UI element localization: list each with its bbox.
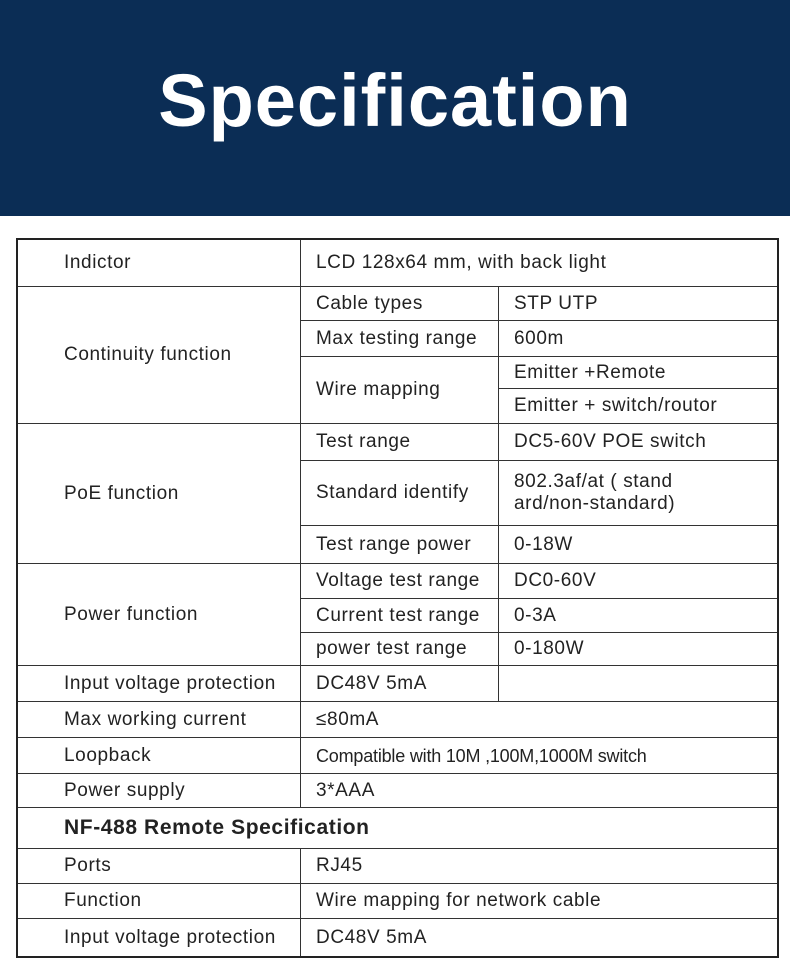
cell-value: Compatible with 10M ,100M,1000M switch	[300, 737, 779, 774]
cell-value: Standard identify	[300, 460, 499, 526]
cell-value: power test range	[300, 632, 499, 666]
row-label: Input voltage protection	[17, 665, 301, 702]
page-title: Specification	[158, 59, 632, 142]
cell-value: DC5-60V POE switch	[498, 423, 779, 461]
cell-value: 600m	[498, 320, 779, 357]
row-label: Ports	[17, 848, 301, 884]
cell-value: 802.3af/at ( stand ard/non-standard)	[498, 460, 779, 526]
cell-value: 0-3A	[498, 598, 779, 633]
cell-value: Test range power	[300, 525, 499, 564]
row-label: Max working current	[17, 701, 301, 738]
cell-value: Current test range	[300, 598, 499, 633]
row-label: Power supply	[17, 773, 301, 808]
cell-value: 0-180W	[498, 632, 779, 666]
cell-value: Emitter + switch/routor	[498, 388, 779, 424]
cell-value: LCD 128x64 mm, with back light	[300, 239, 779, 287]
cell-value: 3*AAA	[300, 773, 779, 808]
cell-value: DC48V 5mA	[300, 918, 779, 958]
cell-value: STP UTP	[498, 286, 779, 321]
empty-cell	[498, 665, 779, 702]
row-label: PoE function	[17, 423, 301, 564]
cell-value: Wire mapping for network cable	[300, 883, 779, 919]
row-label: Function	[17, 883, 301, 919]
cell-value: Cable types	[300, 286, 499, 321]
cell-value: RJ45	[300, 848, 779, 884]
cell-value: ≤80mA	[300, 701, 779, 738]
cell-value: Max testing range	[300, 320, 499, 357]
cell-value: Wire mapping	[300, 356, 499, 424]
row-label: Power function	[17, 563, 301, 666]
cell-value: Emitter +Remote	[498, 356, 779, 389]
row-label: Loopback	[17, 737, 301, 774]
header-banner: Specification	[0, 0, 790, 216]
section-heading: NF-488 Remote Specification	[17, 807, 779, 849]
cell-value: DC48V 5mA	[300, 665, 499, 702]
cell-value: DC0-60V	[498, 563, 779, 599]
cell-value: Voltage test range	[300, 563, 499, 599]
row-label: Indictor	[17, 239, 301, 287]
cell-value: Test range	[300, 423, 499, 461]
row-label: Input voltage protection	[17, 918, 301, 958]
row-label: Continuity function	[17, 286, 301, 424]
cell-value: 0-18W	[498, 525, 779, 564]
